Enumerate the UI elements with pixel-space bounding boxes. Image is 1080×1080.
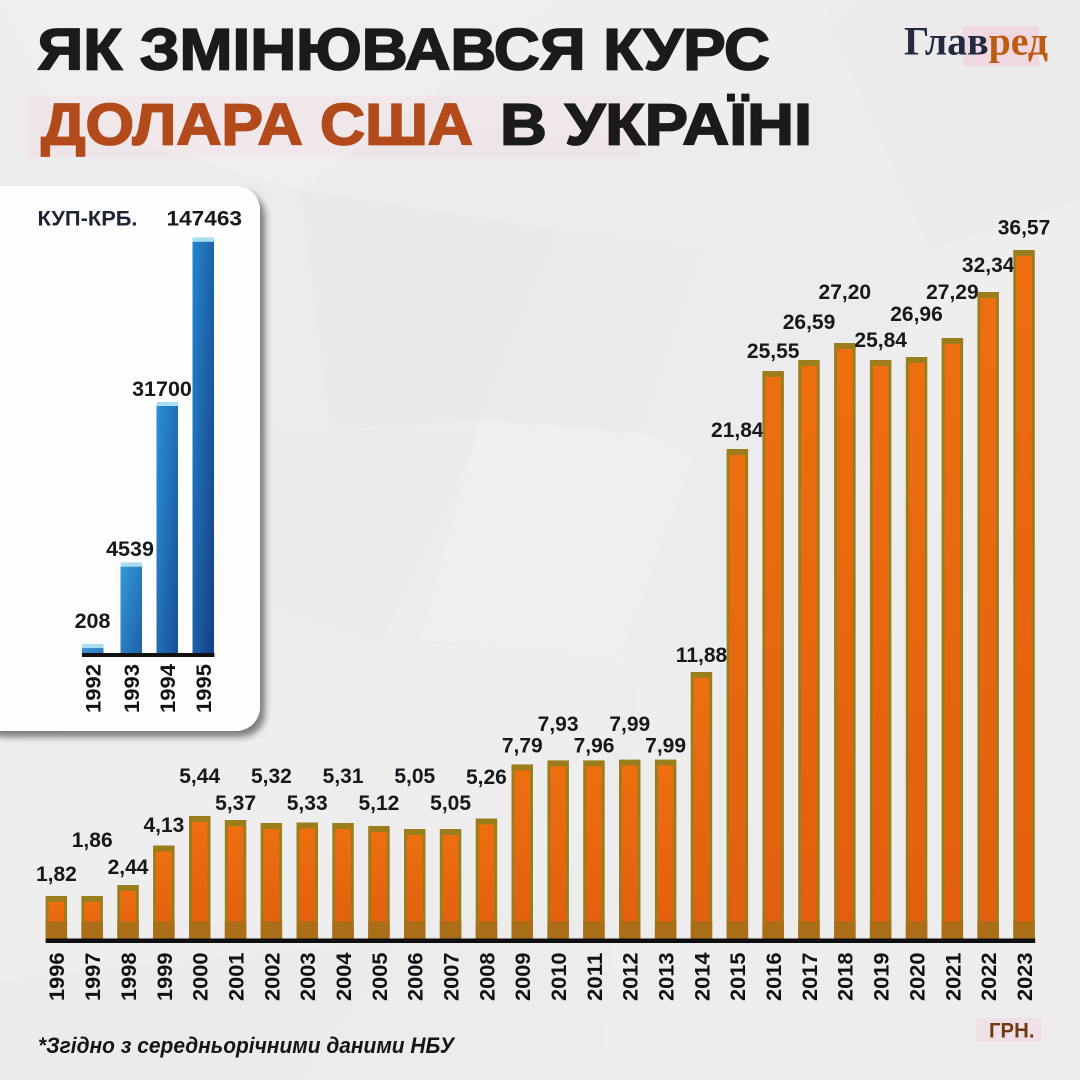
svg-text:4539: 4539 (106, 537, 154, 561)
svg-text:4,13: 4,13 (143, 814, 184, 837)
svg-text:7,99: 7,99 (645, 735, 686, 758)
svg-text:2001: 2001 (225, 952, 249, 1001)
svg-text:5,12: 5,12 (358, 792, 399, 815)
svg-text:1992: 1992 (83, 664, 106, 713)
svg-text:1999: 1999 (153, 952, 177, 1001)
svg-text:27,20: 27,20 (819, 281, 872, 304)
svg-text:5,31: 5,31 (323, 765, 364, 788)
svg-text:2022: 2022 (977, 952, 1001, 1001)
svg-text:25,55: 25,55 (747, 340, 800, 363)
svg-text:2015: 2015 (726, 952, 750, 1001)
svg-text:*Згідно з середньорічними дани: *Згідно з середньорічними даними НБУ (38, 1033, 456, 1058)
svg-text:2019: 2019 (870, 952, 894, 1001)
svg-text:Главред: Главред (904, 19, 1048, 64)
svg-text:1993: 1993 (121, 664, 144, 713)
svg-text:32,34: 32,34 (962, 254, 1015, 277)
svg-text:2012: 2012 (619, 952, 643, 1001)
svg-text:2016: 2016 (762, 952, 786, 1001)
svg-text:2009: 2009 (511, 952, 535, 1001)
svg-text:2000: 2000 (189, 952, 213, 1001)
svg-text:21,84: 21,84 (711, 419, 764, 442)
svg-text:5,26: 5,26 (466, 766, 507, 789)
svg-text:2013: 2013 (655, 952, 679, 1001)
svg-text:5,37: 5,37 (215, 792, 256, 815)
svg-text:147463: 147463 (167, 207, 243, 231)
svg-text:25,84: 25,84 (854, 329, 907, 352)
svg-text:36,57: 36,57 (998, 217, 1051, 240)
svg-text:208: 208 (75, 609, 111, 633)
svg-text:2011: 2011 (583, 952, 607, 1001)
svg-text:ЯК ЗМІНЮВАВСЯ КУРС: ЯК ЗМІНЮВАВСЯ КУРС (38, 18, 771, 83)
svg-text:5,33: 5,33 (287, 792, 328, 815)
svg-text:5,05: 5,05 (430, 792, 471, 815)
svg-text:26,59: 26,59 (783, 311, 836, 334)
svg-text:2005: 2005 (368, 952, 392, 1001)
svg-text:1,82: 1,82 (36, 863, 77, 886)
svg-text:2002: 2002 (260, 952, 284, 1001)
svg-text:2006: 2006 (404, 952, 428, 1001)
svg-text:7,93: 7,93 (538, 713, 579, 736)
svg-text:1,86: 1,86 (72, 829, 113, 852)
svg-text:11,88: 11,88 (676, 644, 728, 667)
svg-text:1997: 1997 (81, 952, 105, 1001)
svg-text:7,99: 7,99 (609, 713, 650, 736)
svg-text:31700: 31700 (132, 377, 192, 401)
svg-text:5,05: 5,05 (394, 765, 435, 788)
svg-text:1996: 1996 (45, 952, 69, 1001)
svg-text:2018: 2018 (834, 952, 858, 1001)
svg-text:2020: 2020 (905, 952, 929, 1001)
svg-text:27,29: 27,29 (926, 281, 979, 304)
svg-text:7,96: 7,96 (574, 735, 615, 758)
svg-text:5,44: 5,44 (179, 765, 220, 788)
svg-text:ГРН.: ГРН. (989, 1019, 1035, 1043)
svg-text:1998: 1998 (117, 952, 141, 1001)
svg-text:2010: 2010 (547, 952, 571, 1001)
svg-text:2017: 2017 (798, 952, 822, 1001)
svg-text:26,96: 26,96 (890, 303, 943, 326)
svg-text:1994: 1994 (157, 664, 180, 713)
svg-text:2004: 2004 (332, 952, 356, 1001)
svg-text:ДОЛАРА США: ДОЛАРА США (41, 93, 473, 158)
svg-text:7,79: 7,79 (502, 735, 543, 758)
svg-text:2,44: 2,44 (108, 856, 149, 879)
svg-text:2008: 2008 (475, 952, 499, 1001)
svg-text:В УКРАЇНІ: В УКРАЇНІ (500, 93, 812, 158)
svg-text:1995: 1995 (193, 664, 216, 713)
svg-text:2021: 2021 (941, 952, 965, 1001)
svg-text:5,32: 5,32 (251, 765, 292, 788)
svg-text:КУП-КРБ.: КУП-КРБ. (38, 208, 138, 231)
svg-text:2023: 2023 (1013, 952, 1037, 1001)
svg-text:2014: 2014 (690, 952, 714, 1001)
svg-text:2007: 2007 (440, 952, 464, 1001)
svg-text:2003: 2003 (296, 952, 320, 1001)
